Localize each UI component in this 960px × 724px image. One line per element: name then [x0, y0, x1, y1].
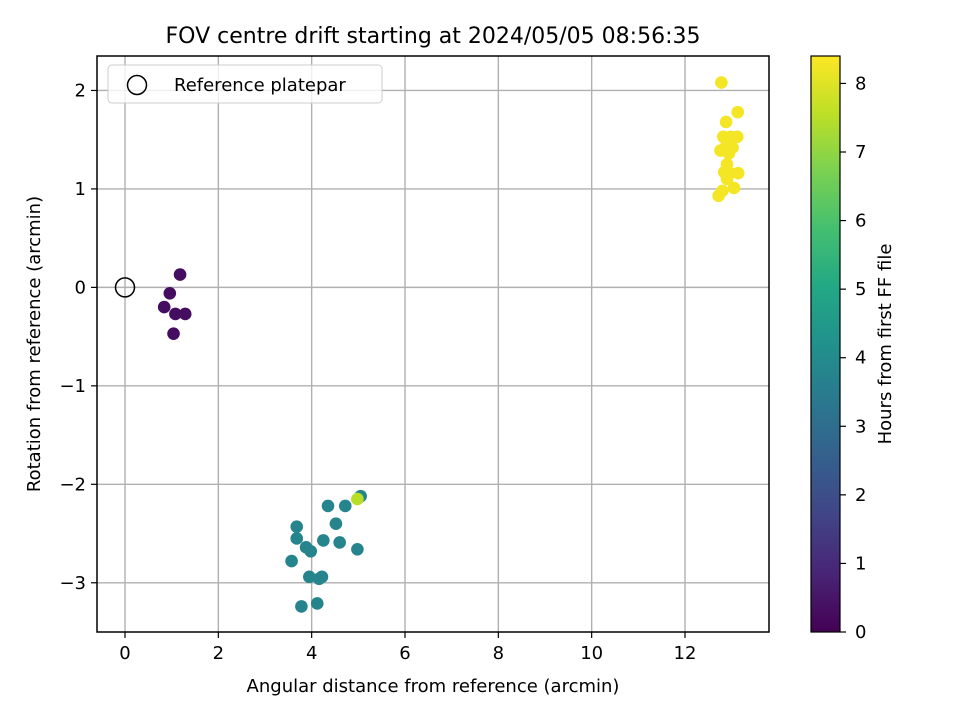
- colorbar: 0 1 2 3 4 5 6 7 8 Hours from first FF file: [810, 55, 896, 643]
- data-point: [321, 499, 335, 513]
- data-point: [329, 517, 343, 530]
- data-point: [720, 172, 734, 186]
- colorbar-tick-label: 3: [855, 416, 866, 437]
- data-point: [163, 286, 177, 300]
- colorbar-frame: [810, 55, 841, 633]
- data-point: [157, 300, 171, 314]
- colorbar-tick-label: 2: [855, 485, 866, 506]
- data-point: [719, 115, 733, 129]
- y-tick-label: 2: [75, 80, 86, 101]
- data-point: [315, 570, 329, 584]
- grid-lines: [97, 56, 769, 632]
- y-tick-label: −1: [59, 376, 86, 397]
- colorbar-tick-label: 7: [855, 142, 866, 163]
- legend-marker-icon: [126, 74, 148, 96]
- y-axis-label: Rotation from reference (arcmin): [24, 196, 45, 492]
- data-point: [722, 147, 736, 160]
- data-point: [727, 181, 741, 195]
- data-point: [167, 327, 180, 340]
- data-point: [351, 542, 364, 556]
- colorbar-ticks: 0 1 2 3 4 5 6 7 8: [840, 73, 866, 643]
- y-tick-label: −2: [59, 474, 86, 495]
- data-points: [157, 76, 745, 613]
- colorbar-label: Hours from first FF file: [875, 244, 896, 445]
- y-axis-ticks: −3 −2 −1 0 1 2: [59, 80, 97, 594]
- data-point: [731, 105, 745, 119]
- y-tick-label: −3: [59, 573, 86, 594]
- data-point: [317, 534, 330, 547]
- legend-box: [107, 64, 383, 104]
- colorbar-tick-label: 0: [855, 622, 866, 643]
- data-point: [290, 532, 304, 545]
- legend: Reference platepar: [107, 64, 383, 104]
- colorbar-tick-label: 5: [855, 279, 866, 300]
- reference-point: [114, 277, 136, 298]
- data-point: [303, 570, 316, 584]
- data-point: [730, 130, 744, 144]
- legend-entry-label: Reference platepar: [174, 75, 346, 96]
- x-tick-label: 6: [399, 643, 410, 664]
- data-point: [351, 492, 364, 506]
- chart-title: FOV centre drift starting at 2024/05/05 …: [166, 24, 701, 49]
- x-axis-label: Angular distance from reference (arcmin): [247, 676, 620, 697]
- reference-marker: [114, 277, 136, 298]
- data-point: [712, 189, 725, 203]
- x-tick-label: 10: [580, 643, 603, 664]
- data-point: [304, 544, 318, 558]
- colorbar-tick-label: 1: [855, 553, 866, 574]
- data-point: [285, 554, 298, 568]
- x-axis-ticks: 0 2 4 6 8 10 12: [119, 632, 696, 664]
- data-point: [731, 166, 745, 180]
- colorbar-tick-label: 8: [855, 73, 866, 94]
- y-tick-label: 1: [75, 179, 86, 200]
- data-point: [310, 597, 324, 610]
- colorbar-tick-label: 4: [855, 348, 866, 369]
- x-tick-label: 0: [119, 643, 130, 664]
- data-point: [173, 268, 187, 281]
- data-point: [295, 600, 308, 613]
- data-point: [178, 307, 192, 321]
- x-tick-label: 8: [493, 643, 504, 664]
- data-point: [715, 76, 728, 89]
- colorbar-gradient: [811, 56, 840, 632]
- y-tick-label: 0: [75, 277, 86, 298]
- data-point: [290, 520, 304, 533]
- data-point: [169, 307, 182, 321]
- colorbar-tick-label: 6: [855, 211, 866, 232]
- x-tick-label: 12: [674, 643, 697, 664]
- plot-frame: [96, 55, 770, 633]
- data-point: [333, 536, 346, 549]
- x-tick-label: 4: [306, 643, 317, 664]
- x-tick-label: 2: [213, 643, 224, 664]
- data-point: [338, 499, 352, 513]
